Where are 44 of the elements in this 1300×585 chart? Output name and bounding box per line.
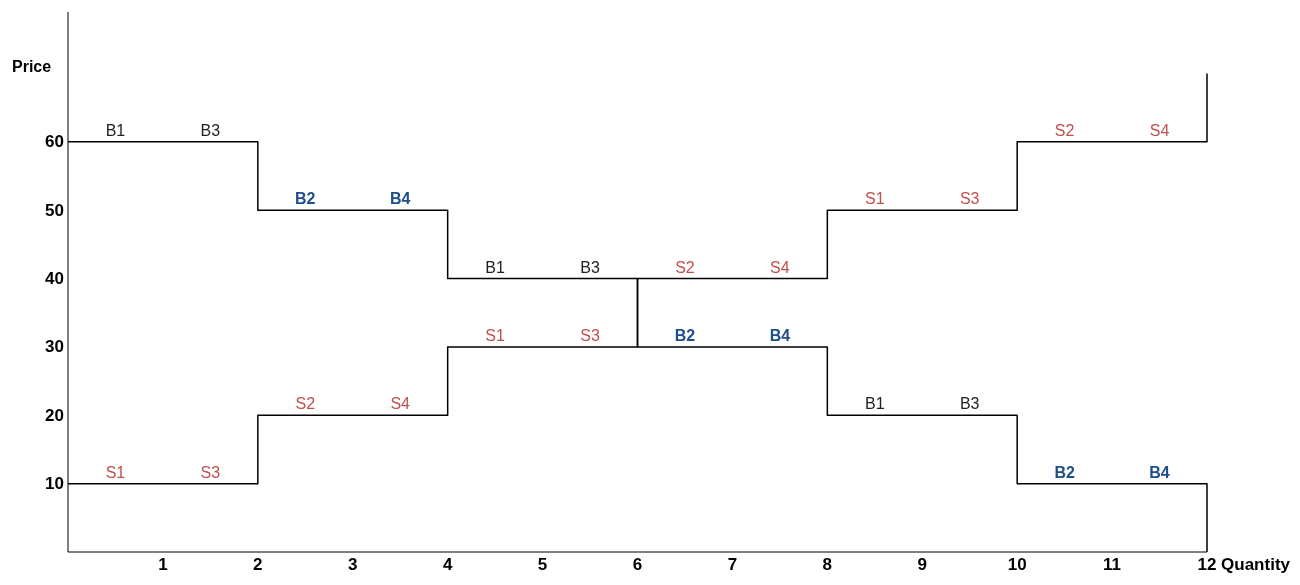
x-tick-label: 8 [822, 555, 833, 574]
x-tick-label: 1 [158, 555, 168, 574]
x-tick-label: 6 [632, 555, 643, 574]
data-label: B1 [865, 395, 885, 413]
y-tick-label: 40 [45, 269, 64, 289]
x-tick-label: 11 [1103, 555, 1122, 574]
data-label: S4 [770, 258, 790, 276]
data-label: S3 [200, 463, 221, 481]
data-label: B1 [105, 121, 126, 139]
x-axis-title: Quantity [1221, 555, 1291, 574]
data-label: B3 [959, 395, 980, 413]
data-label: S2 [1054, 121, 1075, 139]
data-label: S3 [580, 326, 600, 344]
data-label: S4 [390, 395, 411, 413]
x-tick-label: 4 [442, 555, 453, 574]
data-label: B4 [769, 326, 791, 344]
y-tick-label: 10 [45, 474, 64, 494]
data-label: S1 [485, 326, 506, 344]
x-tick-label: 9 [917, 555, 927, 574]
data-label: B2 [1054, 463, 1075, 481]
data-label: S1 [105, 463, 126, 481]
data-label: B3 [580, 258, 600, 276]
data-label: B2 [295, 190, 316, 208]
data-label: B4 [389, 190, 411, 208]
x-tick-label: 7 [727, 555, 738, 574]
y-tick-label: 60 [45, 132, 64, 152]
x-tick-label: 10 [1007, 555, 1027, 574]
y-axis-title: Price [12, 58, 52, 75]
data-label: B3 [200, 121, 221, 139]
data-label: B1 [485, 258, 506, 276]
data-label: S2 [295, 395, 316, 413]
y-tick-label: 30 [45, 337, 64, 357]
x-tick-label: 3 [348, 555, 358, 574]
x-tick-label: 5 [537, 555, 548, 574]
y-tick-label: 20 [45, 405, 64, 425]
y-tick-label: 50 [45, 200, 64, 220]
data-label: S3 [959, 190, 980, 208]
x-tick-label: 2 [253, 555, 263, 574]
data-label: S1 [865, 190, 885, 208]
data-label: S2 [675, 258, 695, 276]
data-label: B2 [674, 326, 696, 344]
data-label: B4 [1149, 463, 1170, 481]
x-tick-label: 12 [1197, 555, 1217, 574]
data-label: S4 [1149, 121, 1170, 139]
